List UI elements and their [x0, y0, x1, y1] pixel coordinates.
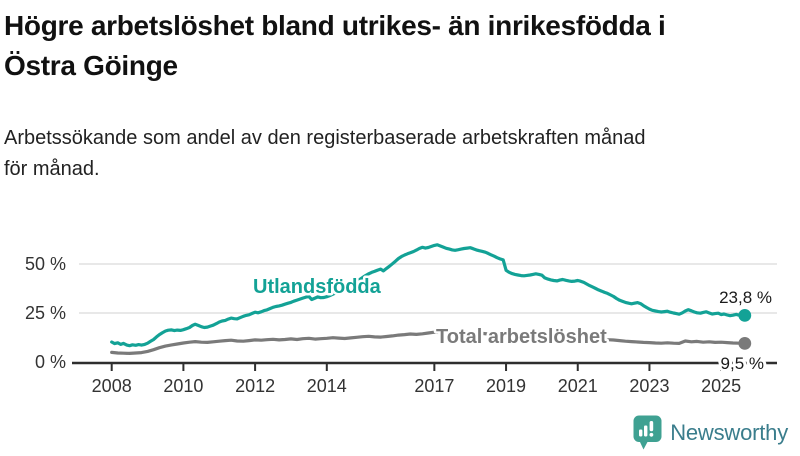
x-tick-label-2012: 2012 [235, 376, 275, 396]
series-line-utlandsfodda [110, 243, 747, 348]
line-chart: 2008 2010 2012 2014 2017 2019 2021 2023 2025 0 % 2… [25, 243, 777, 396]
logo-bubble-tail [639, 441, 649, 450]
x-tick-label-2023: 2023 [629, 376, 669, 396]
logo-bar-tall [644, 425, 648, 437]
series-end-dot-utlandsfodda [738, 309, 752, 322]
end-value-label-utlandsfodda: 23,8 % [719, 288, 772, 307]
series-label-total-arbetsloshet: Total arbetslöshet [436, 326, 607, 348]
x-tick-label-2025: 2025 [701, 376, 741, 396]
logo-bar-small [639, 429, 643, 437]
x-tick-label-2008: 2008 [92, 376, 132, 396]
newsworthy-logo-text: Newsworthy [670, 419, 788, 445]
x-tick-label-2010: 2010 [163, 376, 203, 396]
header: Högre arbetslöshet bland utrikes- än inr… [0, 6, 800, 185]
page-title: Högre arbetslöshet bland utrikes- än inr… [0, 6, 800, 87]
series-label-utlandsfodda: Utlandsfödda [253, 276, 382, 298]
title-line-1: Högre arbetslöshet bland utrikes- än inr… [4, 10, 666, 41]
y-tick-label-50: 50 % [25, 254, 66, 274]
subtitle-line-1: Arbetssökande som andel av den registerb… [4, 126, 646, 149]
subtitle-line-2: för månad. [4, 157, 100, 180]
footer-branding: Newsworthy [633, 415, 788, 450]
x-tick-label-2017: 2017 [414, 376, 454, 396]
x-tick-label-2021: 2021 [558, 376, 598, 396]
title-line-2: Östra Göinge [4, 50, 178, 82]
x-tick-label-2014: 2014 [307, 376, 347, 396]
end-value-label-total-arbetsloshet: 9,5 % [721, 354, 764, 373]
logo-exclamation-dot [649, 432, 654, 437]
y-tick-label-0: 0 % [35, 352, 66, 372]
newsworthy-logo-icon [633, 415, 662, 450]
series-line-total-arbetsloshet [110, 330, 747, 355]
series-end-dot-total-arbetsloshet [738, 337, 752, 350]
logo-bubble [633, 415, 662, 442]
infographic-root: 2008 2010 2012 2014 2017 2019 2021 2023 2025 0 % 2… [0, 6, 800, 456]
logo-exclamation-stem [649, 421, 654, 432]
chart-subtitle: Arbetssökande som andel av den registerb… [0, 123, 800, 185]
y-tick-label-25: 25 % [25, 303, 66, 323]
x-tick-label-2019: 2019 [486, 376, 526, 396]
